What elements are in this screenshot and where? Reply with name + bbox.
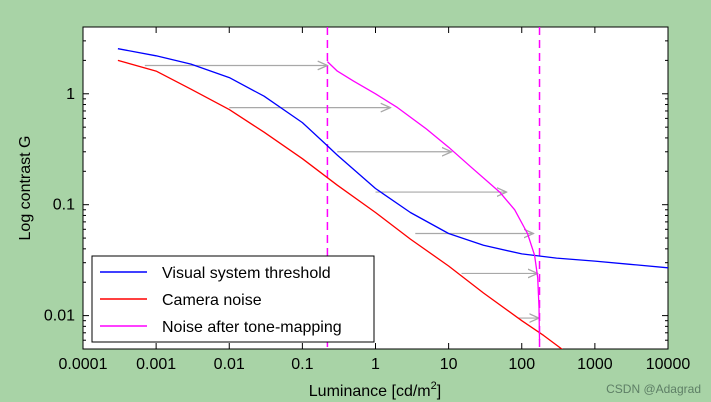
x-tick-label: 1000 (577, 356, 613, 373)
y-tick-label: 1 (66, 86, 75, 103)
x-tick-label: 100 (508, 356, 535, 373)
series-line-2 (326, 61, 541, 341)
arrows-group (144, 65, 539, 318)
series-group (117, 48, 668, 349)
series-line-1 (117, 59, 563, 349)
legend: Visual system threshold Camera noise Noise… (91, 255, 375, 343)
x-axis-label-superscript: 2 (431, 380, 437, 392)
x-axis-label: Luminance [cd/m2] (309, 380, 441, 400)
x-axis: 0.0001 0.001 0.01 0.1 1 10 100 1000 10000 (59, 27, 691, 373)
series-line-0 (117, 48, 668, 269)
legend-label: Camera noise (162, 292, 262, 309)
x-tick-label: 0.001 (136, 356, 176, 373)
legend-label: Visual system threshold (162, 265, 331, 282)
x-tick-label: 10000 (646, 356, 691, 373)
y-tick-label: 0.1 (53, 197, 75, 214)
x-tick-label: 0.01 (214, 356, 245, 373)
legend-label: Noise after tone-mapping (162, 319, 342, 336)
x-tick-label: 10 (440, 356, 458, 373)
y-axis-label: Log contrast G (17, 136, 34, 241)
x-tick-label: 0.0001 (59, 356, 108, 373)
y-tick-label: 0.01 (44, 308, 75, 325)
x-tick-label: 0.1 (291, 356, 313, 373)
x-tick-label: 1 (371, 356, 380, 373)
watermark: CSDN @Adagrad (606, 382, 701, 396)
vlines-group (326, 27, 541, 349)
y-axis: 0.01 0.1 1 (44, 40, 668, 341)
